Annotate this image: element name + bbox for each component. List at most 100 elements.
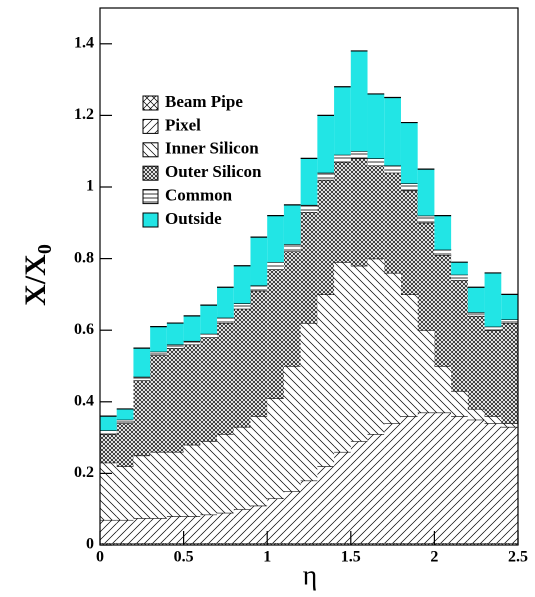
histogram-bar xyxy=(384,423,401,544)
histogram-bar xyxy=(384,172,401,273)
legend-swatch xyxy=(142,118,159,134)
histogram-bar xyxy=(250,505,268,544)
histogram-bar xyxy=(217,434,234,513)
histogram-bar xyxy=(467,287,485,313)
histogram-bar xyxy=(200,305,218,334)
histogram-bar xyxy=(451,416,468,544)
y-axis-title: X/X0 xyxy=(19,244,56,306)
histogram-bar xyxy=(100,434,117,463)
x-axis-title: η xyxy=(303,560,318,591)
histogram-bar xyxy=(367,434,385,544)
histogram-bar xyxy=(300,212,318,324)
histogram-bar xyxy=(283,366,301,492)
histogram-bar xyxy=(166,543,184,545)
histogram-bar xyxy=(183,315,201,341)
histogram-bar xyxy=(166,344,184,349)
histogram-bar xyxy=(116,423,134,467)
histogram-bar xyxy=(417,543,435,545)
x-tick-label: 2 xyxy=(430,549,438,566)
histogram-bar xyxy=(100,462,117,520)
histogram-bar xyxy=(334,86,351,155)
histogram-bar xyxy=(501,426,518,544)
histogram-bar xyxy=(100,543,117,545)
histogram-bar xyxy=(200,441,218,515)
histogram-bar xyxy=(501,319,518,324)
y-tick-label: 1.4 xyxy=(74,34,94,51)
histogram-bar xyxy=(350,265,368,442)
histogram-bar xyxy=(150,518,167,544)
histogram-bar xyxy=(116,543,134,545)
y-tick-label: 0 xyxy=(86,536,94,553)
histogram-bar xyxy=(250,237,268,286)
histogram-bar xyxy=(250,285,268,291)
histogram-bar xyxy=(233,308,251,427)
histogram-bar xyxy=(200,514,218,544)
histogram-bar xyxy=(250,290,268,417)
histogram-bar xyxy=(283,204,301,245)
histogram-bar xyxy=(183,340,201,345)
histogram-bar xyxy=(267,269,284,399)
histogram-bar xyxy=(334,543,351,545)
histogram-bar xyxy=(317,466,335,544)
histogram-bar xyxy=(116,408,134,420)
histogram-bar xyxy=(150,355,167,452)
histogram-bar xyxy=(501,423,518,427)
histogram-bar xyxy=(133,348,151,377)
histogram-bar xyxy=(334,451,351,544)
histogram-bar xyxy=(434,215,452,250)
histogram-bar xyxy=(467,408,485,420)
histogram-bar xyxy=(250,543,268,545)
histogram-bar xyxy=(183,344,201,445)
histogram-bar xyxy=(334,161,351,263)
legend-swatch xyxy=(142,189,159,205)
histogram-bar xyxy=(417,222,435,331)
legend-label: Outer Silicon xyxy=(165,162,262,181)
histogram-bar xyxy=(133,376,151,381)
histogram-bar xyxy=(400,294,418,417)
histogram-bar xyxy=(317,172,335,180)
histogram-bar xyxy=(233,265,251,304)
histogram-bar xyxy=(484,326,502,331)
x-tick-label: 1 xyxy=(263,549,271,566)
histogram-bar xyxy=(166,516,184,544)
histogram-bar xyxy=(283,543,301,545)
histogram-bar xyxy=(217,543,234,545)
histogram-bar xyxy=(384,543,401,545)
histogram-bar xyxy=(267,215,284,263)
histogram-bar xyxy=(300,323,318,481)
histogram-bar xyxy=(183,516,201,544)
y-axis-title-main: X/X xyxy=(19,254,52,306)
histogram-bar xyxy=(100,430,117,435)
histogram-bar xyxy=(434,412,452,544)
histogram-bar xyxy=(434,255,452,366)
histogram-bar xyxy=(233,303,251,309)
histogram-bar xyxy=(501,294,518,320)
histogram-bar xyxy=(150,351,167,356)
histogram-bar xyxy=(233,509,251,544)
histogram-bar xyxy=(350,441,368,544)
histogram-bar xyxy=(300,543,318,545)
histogram-bar xyxy=(150,451,167,519)
histogram-bar xyxy=(350,543,368,545)
histogram-bar xyxy=(400,416,418,544)
histogram-bar xyxy=(484,543,502,545)
histogram-bar xyxy=(350,158,368,266)
histogram-bar xyxy=(400,543,418,545)
histogram-bar xyxy=(183,444,201,517)
histogram-bar xyxy=(300,158,318,205)
histogram-bar xyxy=(116,466,134,520)
histogram-bar xyxy=(434,249,452,256)
legend-label: Beam Pipe xyxy=(165,92,243,111)
histogram-bar xyxy=(467,543,485,545)
histogram-bar xyxy=(300,204,318,213)
legend-swatch xyxy=(142,165,159,181)
histogram-bar xyxy=(350,151,368,159)
histogram-bar xyxy=(484,423,502,544)
histogram-bar xyxy=(133,543,151,545)
legend-swatch xyxy=(142,142,159,158)
histogram-bar xyxy=(217,323,234,435)
histogram-bar xyxy=(451,262,468,275)
histogram-bar xyxy=(417,412,435,544)
histogram-bar xyxy=(133,455,151,519)
histogram-bar xyxy=(317,294,335,467)
